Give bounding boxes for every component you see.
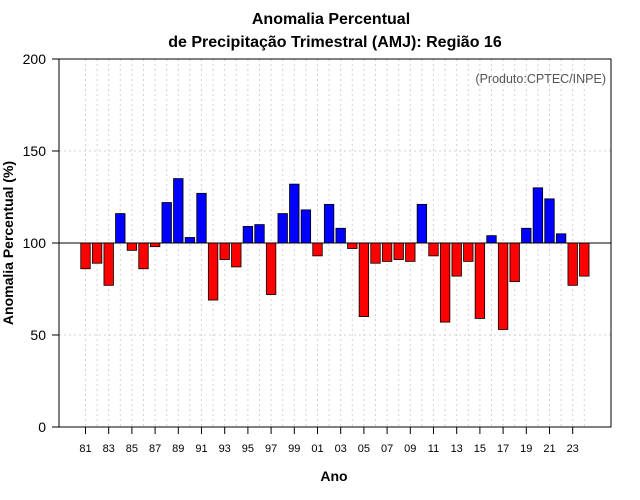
- grid-lines: [59, 59, 611, 427]
- bar-06: [370, 242, 381, 264]
- chart-title-line2: de Precipitação Trimestral (AMJ): Região…: [168, 34, 502, 51]
- bar-14: [463, 242, 474, 262]
- bar-24: [579, 242, 590, 277]
- y-axis-label: Anomalia Percentual (%): [0, 161, 16, 325]
- x-tick-label: 23: [567, 443, 579, 455]
- x-tick-label: 11: [428, 443, 439, 455]
- bar-97: [265, 242, 277, 295]
- bar-84: [115, 213, 126, 244]
- x-tick-label: 21: [543, 443, 555, 455]
- bar-19: [521, 227, 532, 244]
- bar-96: [254, 224, 265, 244]
- y-tick-label: 0: [38, 419, 46, 435]
- bar-12: [439, 242, 451, 323]
- bar-22: [555, 233, 567, 244]
- bar-15: [474, 242, 486, 319]
- bar-13: [451, 242, 462, 277]
- bar-02: [323, 203, 335, 244]
- x-tick-label: 93: [219, 443, 231, 455]
- x-axis: 81 83 85 87 89 91 93 95 97 99 01 03 05 07 09 11 13 15 17 19…: [79, 427, 579, 455]
- x-tick-label: 19: [520, 443, 532, 455]
- x-tick-label: 97: [265, 443, 277, 455]
- bar-01: [312, 242, 323, 257]
- bar-94: [231, 242, 242, 268]
- bar-17: [497, 242, 509, 330]
- x-tick-label: 09: [404, 443, 416, 455]
- x-axis-label: Ano: [320, 468, 347, 484]
- bar-07: [381, 242, 393, 262]
- bar-91: [196, 192, 207, 244]
- bar-03: [335, 227, 346, 244]
- x-tick-label: 07: [381, 443, 393, 455]
- bar-11: [428, 242, 439, 257]
- bar-92: [207, 242, 219, 301]
- bar-90: [184, 237, 196, 244]
- bar-88: [161, 202, 172, 244]
- y-tick-label: 100: [23, 235, 47, 251]
- x-tick-label: 89: [172, 443, 184, 455]
- bar-16: [486, 235, 497, 244]
- x-tick-label: 87: [149, 443, 161, 455]
- bar-00: [300, 209, 312, 244]
- bar-20: [532, 187, 544, 244]
- bar-87: [149, 242, 161, 248]
- bar-81: [80, 242, 91, 270]
- bar-95: [242, 226, 254, 244]
- chart-title-line1: Anomalia Percentual: [252, 11, 410, 28]
- y-tick-label: 200: [23, 51, 47, 67]
- bar-04: [347, 242, 358, 249]
- x-tick-label: 83: [103, 443, 115, 455]
- bar-85: [126, 242, 138, 251]
- x-tick-label: 01: [311, 443, 323, 455]
- x-tick-label: 91: [195, 443, 207, 455]
- bar-93: [219, 242, 230, 260]
- bar-08: [393, 242, 404, 260]
- bar-10: [416, 203, 428, 244]
- y-tick-label: 150: [23, 143, 47, 159]
- bar-98: [277, 213, 288, 244]
- bar-86: [138, 242, 149, 270]
- x-tick-label: 81: [79, 443, 91, 455]
- bar-18: [509, 242, 520, 283]
- x-tick-label: 17: [497, 443, 509, 455]
- bar-21: [544, 198, 555, 244]
- bar-99: [289, 183, 300, 244]
- y-axis: 0 50 100 150 200: [23, 51, 59, 435]
- x-tick-label: 03: [335, 443, 347, 455]
- credit-text: (Produto:CPTEC/INPE): [475, 72, 606, 86]
- x-tick-label: 13: [451, 443, 463, 455]
- x-tick-label: 95: [242, 443, 254, 455]
- x-tick-label: 05: [358, 443, 370, 455]
- bar-05: [358, 242, 370, 317]
- bar-89: [173, 178, 184, 244]
- bar-09: [405, 242, 416, 262]
- bar-23: [567, 242, 578, 286]
- y-tick-label: 50: [30, 327, 46, 343]
- bar-82: [91, 242, 103, 264]
- x-tick-label: 99: [288, 443, 300, 455]
- x-tick-label: 15: [474, 443, 486, 455]
- bars: [80, 178, 590, 330]
- bar-83: [103, 242, 114, 286]
- x-tick-label: 85: [126, 443, 138, 455]
